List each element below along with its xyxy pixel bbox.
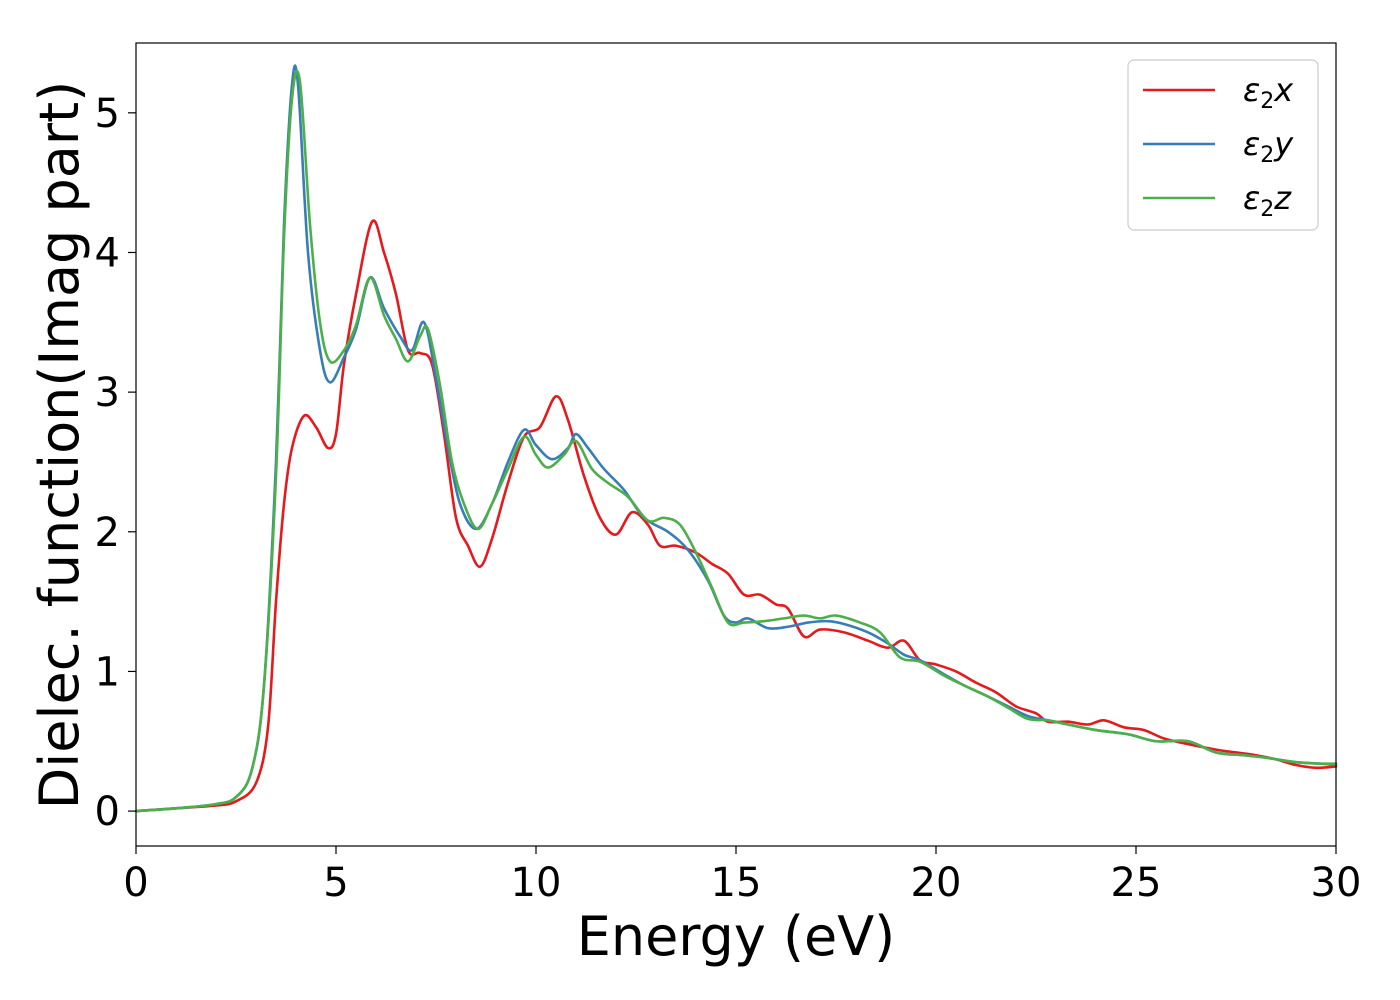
- legend-label-z: ε2z: [1243, 179, 1292, 222]
- y-tick-label: 5: [95, 91, 120, 137]
- legend-label-y: ε2y: [1243, 125, 1294, 168]
- series-layer: [134, 64, 1338, 813]
- series-line-z: [134, 70, 1338, 813]
- y-axis-ticks: 0 1 2 3 4 5: [95, 91, 136, 835]
- x-tick-label: 15: [711, 860, 762, 906]
- x-tick-label: 5: [323, 860, 348, 906]
- y-axis-title: Dielec. function(Imag part): [28, 81, 91, 810]
- y-tick-label: 4: [95, 230, 120, 276]
- x-tick-label: 20: [911, 860, 962, 906]
- legend-box: [1127, 59, 1319, 231]
- x-tick-label: 0: [123, 860, 148, 906]
- y-tick-label: 1: [95, 649, 120, 695]
- x-tick-label: 10: [511, 860, 562, 906]
- x-axis-title: Energy (eV): [577, 905, 896, 968]
- x-tick-label: 30: [1311, 860, 1362, 906]
- x-tick-label: 25: [1111, 860, 1162, 906]
- y-tick-label: 2: [95, 510, 120, 556]
- y-tick-label: 0: [95, 789, 120, 835]
- legend: ε2x ε2y ε2z: [1127, 59, 1319, 231]
- x-axis-ticks: 0 5 10 15 20 25 30: [123, 846, 1361, 906]
- y-tick-label: 3: [95, 370, 120, 416]
- series-line-y: [134, 64, 1338, 813]
- legend-label-x: ε2x: [1243, 71, 1294, 114]
- series-line-x: [134, 219, 1338, 813]
